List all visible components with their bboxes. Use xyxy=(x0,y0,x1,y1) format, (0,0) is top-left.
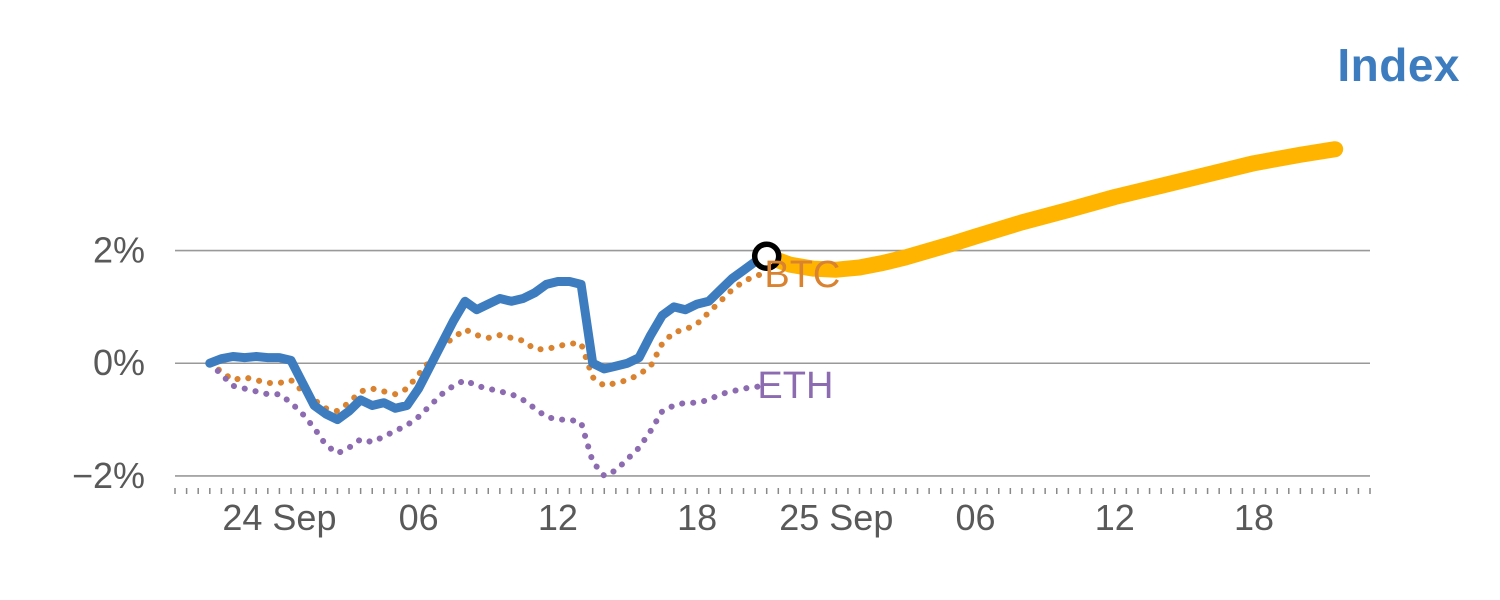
x-tick-label: 25 Sep xyxy=(779,497,893,538)
series-label-btc: BTC xyxy=(764,254,840,296)
x-tick-label: 18 xyxy=(677,497,717,538)
y-tick-label: 2% xyxy=(93,230,145,271)
x-tick-label: 18 xyxy=(1234,497,1274,538)
x-tick-label: 12 xyxy=(1095,497,1135,538)
y-tick-label: 0% xyxy=(93,342,145,383)
series-btc xyxy=(206,270,770,415)
x-tick-label: 12 xyxy=(538,497,578,538)
series-index xyxy=(205,251,772,425)
series-label-eth: ETH xyxy=(757,365,833,407)
x-tick-label: 24 Sep xyxy=(222,497,336,538)
forecast-start-marker xyxy=(751,241,782,271)
y-tick-label: −2% xyxy=(72,455,145,496)
series-index-forecast xyxy=(758,141,1344,278)
series-eth xyxy=(206,360,770,479)
x-tick-label: 06 xyxy=(956,497,996,538)
x-tick-label: 06 xyxy=(399,497,439,538)
chart-title: Index xyxy=(1337,39,1460,91)
